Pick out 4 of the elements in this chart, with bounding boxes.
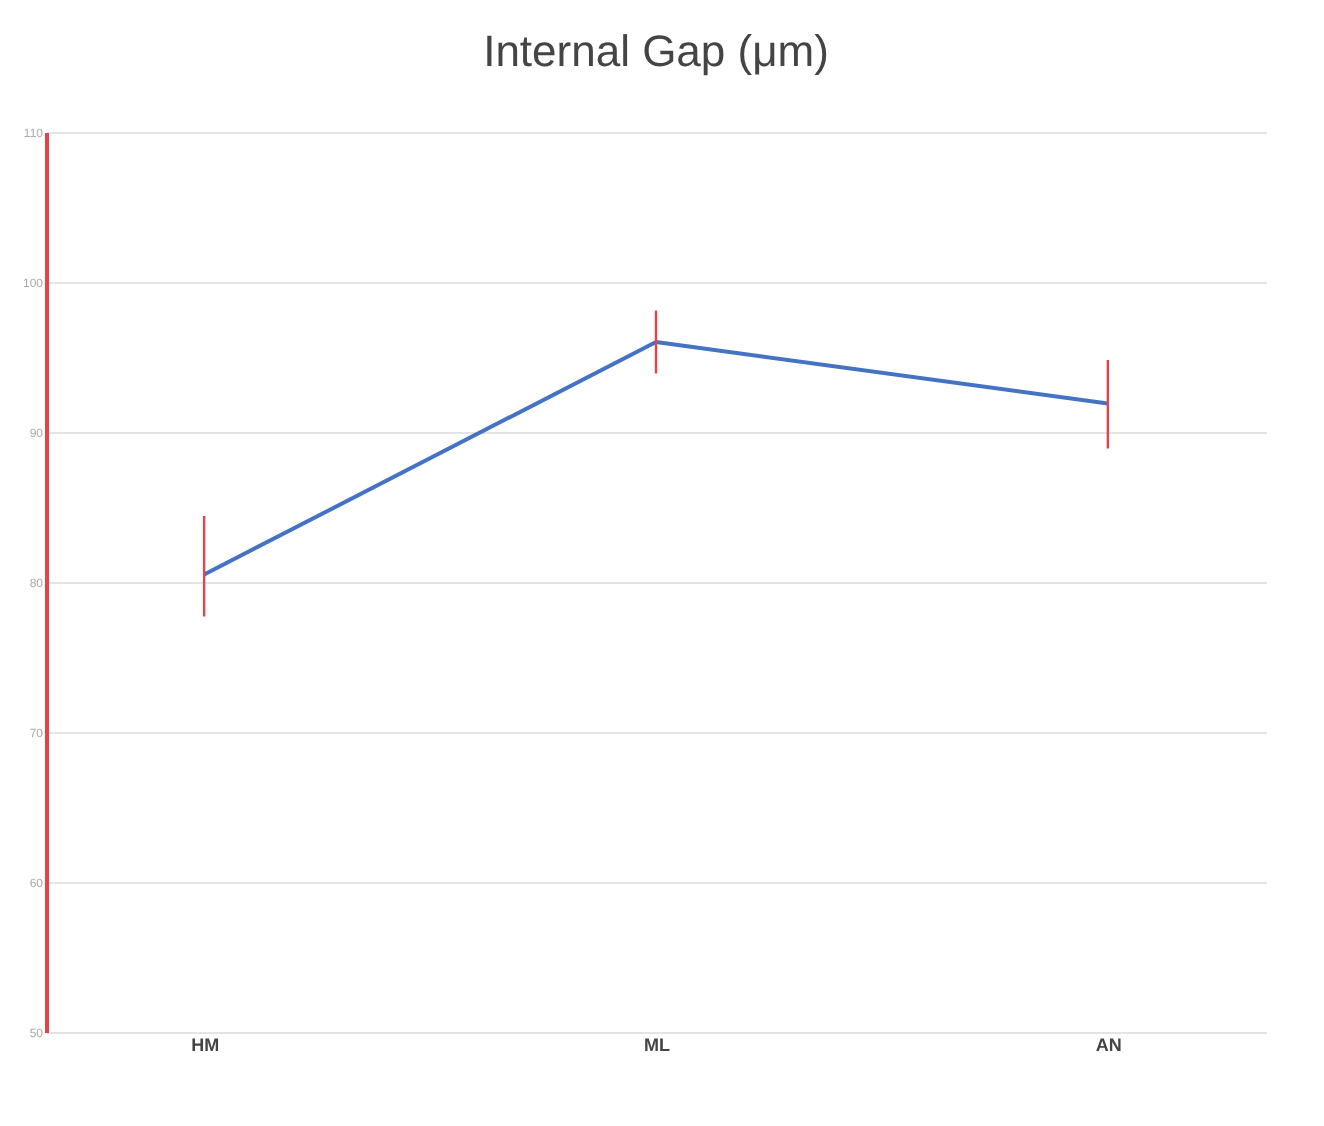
chart-title: Internal Gap (μm): [483, 26, 829, 76]
x-tick-label: ML: [644, 1035, 671, 1055]
x-tick-label: AN: [1095, 1035, 1122, 1055]
x-tick-label: HM: [191, 1035, 220, 1055]
